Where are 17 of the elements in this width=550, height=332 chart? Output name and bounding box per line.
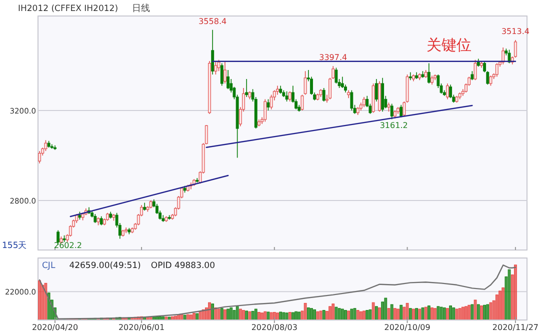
annotation: 2602.2 — [54, 241, 82, 250]
chart-title: CJL — [42, 261, 56, 271]
annotation: 42659.00(49:51) — [69, 261, 141, 271]
chart-subtitle: 日线 — [132, 3, 150, 14]
annotation: 3513.4 — [501, 26, 530, 36]
text: 155天 — [2, 240, 28, 251]
annotation: 3558.4 — [198, 16, 227, 26]
x-tick-label: 2020/11/27 — [492, 323, 539, 332]
x-tick-label: 2020/08/03 — [251, 323, 298, 332]
annotation: 3161.2 — [380, 121, 408, 130]
annotation: OPID 49883.00 — [150, 261, 216, 271]
chart-title: IH2012 (CFFEX IH2012) — [18, 4, 118, 14]
x-tick-label: 2020/06/01 — [118, 323, 165, 332]
annotation: 3397.4 — [319, 53, 348, 62]
x-tick-label: 2020/04/20 — [32, 323, 78, 332]
x-tick-label: 2020/10/09 — [384, 323, 430, 332]
annotation: 关键位 — [426, 36, 472, 54]
